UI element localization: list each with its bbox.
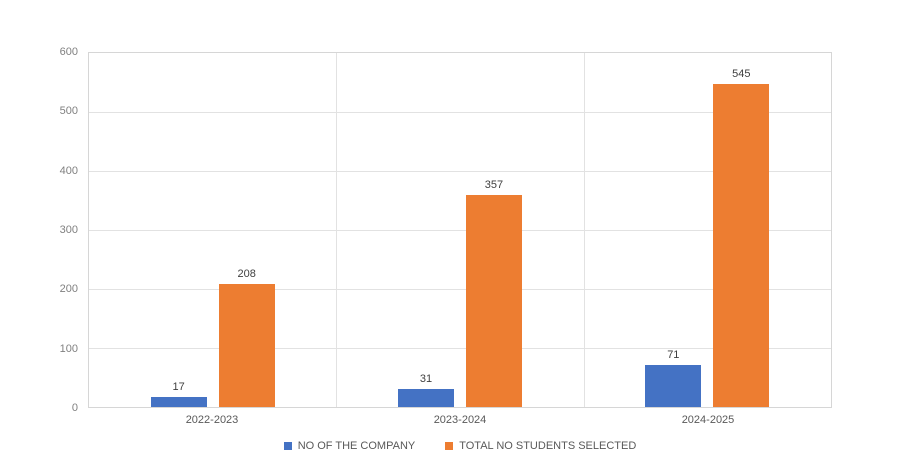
bar-value-label: 71 <box>667 349 680 361</box>
gridline <box>89 289 831 290</box>
legend-swatch-icon <box>283 442 292 450</box>
legend: NO OF THE COMPANY TOTAL NO STUDENTS SELE… <box>88 440 832 452</box>
x-category-label: 2024-2025 <box>681 414 735 426</box>
y-tick-label: 500 <box>59 105 78 118</box>
bar-wrap: 31 <box>397 373 454 407</box>
y-tick-label: 100 <box>59 342 78 355</box>
x-category-label: 2023-2024 <box>433 414 487 426</box>
y-tick-label: 200 <box>59 283 78 296</box>
bar-group-2023-2024: 31 357 <box>336 179 583 407</box>
bar-value-label: 208 <box>237 268 256 280</box>
gridline <box>89 347 831 349</box>
gridline <box>89 112 831 113</box>
y-axis: 600 500 400 300 200 100 0 <box>30 46 80 414</box>
bar-wrap: 357 <box>465 179 522 407</box>
legend-label: NO OF THE COMPANY <box>297 440 416 452</box>
y-tick-label: 600 <box>59 46 78 58</box>
y-tick-label: 300 <box>59 224 78 236</box>
legend-item-students-selected: TOTAL NO STUDENTS SELECTED <box>445 440 636 452</box>
bar-no-of-company <box>397 389 454 407</box>
bar-wrap: 208 <box>218 268 275 407</box>
plot-area: 17 208 31 357 71 <box>88 52 832 408</box>
category-divider-line <box>583 53 585 407</box>
legend-label: TOTAL NO STUDENTS SELECTED <box>459 440 637 452</box>
category-divider-line <box>336 53 338 407</box>
y-tick-label: 400 <box>59 164 78 177</box>
legend-item-no-of-company: NO OF THE COMPANY <box>283 440 416 452</box>
bar-group-2022-2023: 17 208 <box>89 268 336 407</box>
bar-wrap: 71 <box>645 349 702 407</box>
y-tick-label: 0 <box>71 402 78 414</box>
bar-wrap: 545 <box>713 68 770 407</box>
bar-value-label: 31 <box>419 373 433 385</box>
bar-students-selected <box>465 195 522 407</box>
bar-value-label: 17 <box>172 381 185 393</box>
x-axis: 2022-2023 2023-2024 2024-2025 <box>88 414 832 426</box>
bar-students-selected <box>713 84 770 407</box>
x-category-label: 2022-2023 <box>185 414 239 426</box>
legend-swatch-icon <box>445 442 454 450</box>
gridline <box>89 170 831 172</box>
bar-value-label: 357 <box>484 179 504 191</box>
bar-no-of-company <box>150 397 207 407</box>
bar-group-2024-2025: 71 545 <box>584 68 831 407</box>
gridline <box>89 230 831 231</box>
bar-students-selected <box>218 284 275 407</box>
bar-value-label: 545 <box>732 68 751 80</box>
bar-groups: 17 208 31 357 71 <box>89 53 831 407</box>
bar-no-of-company <box>645 365 702 407</box>
bar-wrap: 17 <box>150 381 207 407</box>
